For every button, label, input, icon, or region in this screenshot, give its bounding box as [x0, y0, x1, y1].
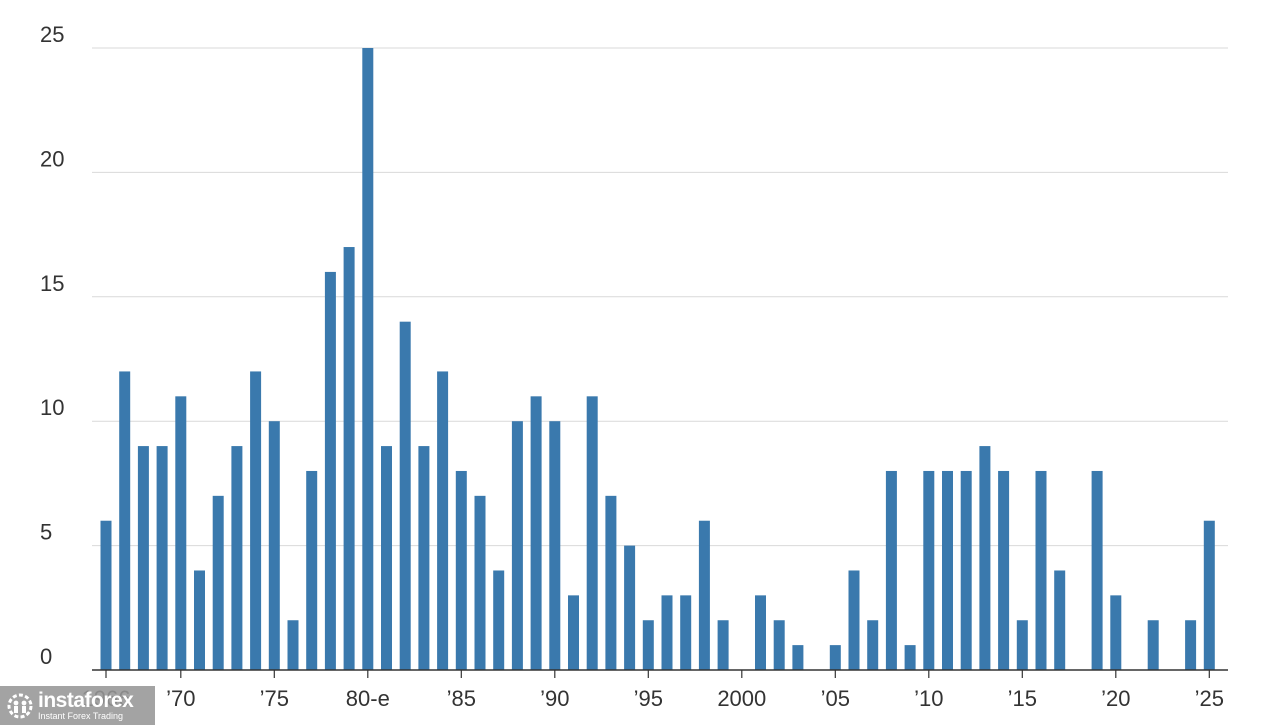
bar	[773, 620, 785, 670]
bar	[755, 595, 766, 670]
bar	[212, 495, 224, 670]
bar	[156, 446, 168, 670]
bar	[680, 595, 692, 670]
bar	[530, 396, 542, 670]
bar	[306, 470, 318, 670]
y-tick-label: 5	[40, 520, 52, 545]
x-axis-ticks: 1966’70’7580-е’85’90’952000’05’10’15’20’…	[82, 670, 1224, 711]
x-tick-label: 80-е	[346, 686, 390, 711]
bar	[942, 470, 953, 670]
bar	[549, 421, 561, 670]
y-tick-label: 10	[40, 395, 64, 420]
bar	[511, 421, 523, 670]
x-tick-label: ’90	[540, 686, 569, 711]
x-tick-label: ’70	[166, 686, 195, 711]
y-tick-label: 0	[40, 644, 52, 669]
y-tick-label: 15	[40, 271, 64, 296]
bar	[137, 446, 149, 670]
bar	[1016, 620, 1028, 670]
watermark-tagline: Instant Forex Trading	[38, 711, 124, 721]
bar	[1185, 620, 1197, 670]
bar	[624, 545, 636, 670]
y-tick-label: 20	[40, 146, 64, 171]
bar	[381, 446, 392, 670]
bar	[998, 470, 1010, 670]
x-tick-label: ’85	[447, 686, 476, 711]
bar	[1203, 520, 1215, 670]
bar	[923, 470, 935, 670]
bar	[175, 396, 187, 670]
bar	[324, 271, 336, 670]
bar	[904, 645, 916, 670]
bar	[287, 620, 299, 670]
x-tick-label: 2000	[717, 686, 766, 711]
bar	[268, 421, 280, 670]
bar	[418, 446, 430, 670]
bar	[568, 595, 579, 670]
x-tick-label: ’95	[634, 686, 663, 711]
bars	[100, 48, 1215, 671]
bar	[362, 48, 374, 670]
bar	[231, 446, 243, 670]
bar	[867, 620, 879, 670]
bar	[250, 371, 262, 670]
bar	[1054, 570, 1066, 670]
x-tick-label: ’05	[821, 686, 850, 711]
watermark: instaforex Instant Forex Trading	[0, 686, 155, 725]
x-tick-label: ’25	[1195, 686, 1224, 711]
bar	[1110, 595, 1122, 670]
bar	[100, 520, 112, 670]
x-tick-label: ’15	[1008, 686, 1037, 711]
bar	[399, 321, 411, 670]
bar	[437, 371, 449, 670]
bar	[474, 495, 486, 670]
bar	[586, 396, 598, 670]
bar	[829, 645, 841, 670]
bar	[885, 470, 897, 670]
watermark-name: instaforex	[38, 689, 134, 712]
y-axis-ticks: 0 5 10 15 20 25	[40, 22, 64, 669]
bar	[455, 470, 467, 670]
bar	[848, 570, 860, 670]
bar	[343, 247, 355, 671]
bar	[661, 595, 673, 670]
bar	[194, 570, 205, 670]
x-tick-label: ’20	[1101, 686, 1130, 711]
bar	[960, 470, 972, 670]
bar	[1091, 470, 1103, 670]
x-tick-label: ’10	[914, 686, 943, 711]
gear-people-icon	[7, 693, 33, 718]
x-tick-label: ’75	[260, 686, 289, 711]
bar	[493, 570, 505, 670]
bar	[642, 620, 654, 670]
bar	[119, 371, 131, 670]
y-tick-label: 25	[40, 22, 64, 47]
bar	[698, 520, 710, 670]
bar	[717, 620, 729, 670]
bar	[792, 645, 804, 670]
bar	[1147, 620, 1159, 670]
bar	[979, 446, 991, 670]
bar	[1035, 470, 1047, 670]
gridlines	[92, 47, 1228, 547]
bar	[605, 495, 617, 670]
